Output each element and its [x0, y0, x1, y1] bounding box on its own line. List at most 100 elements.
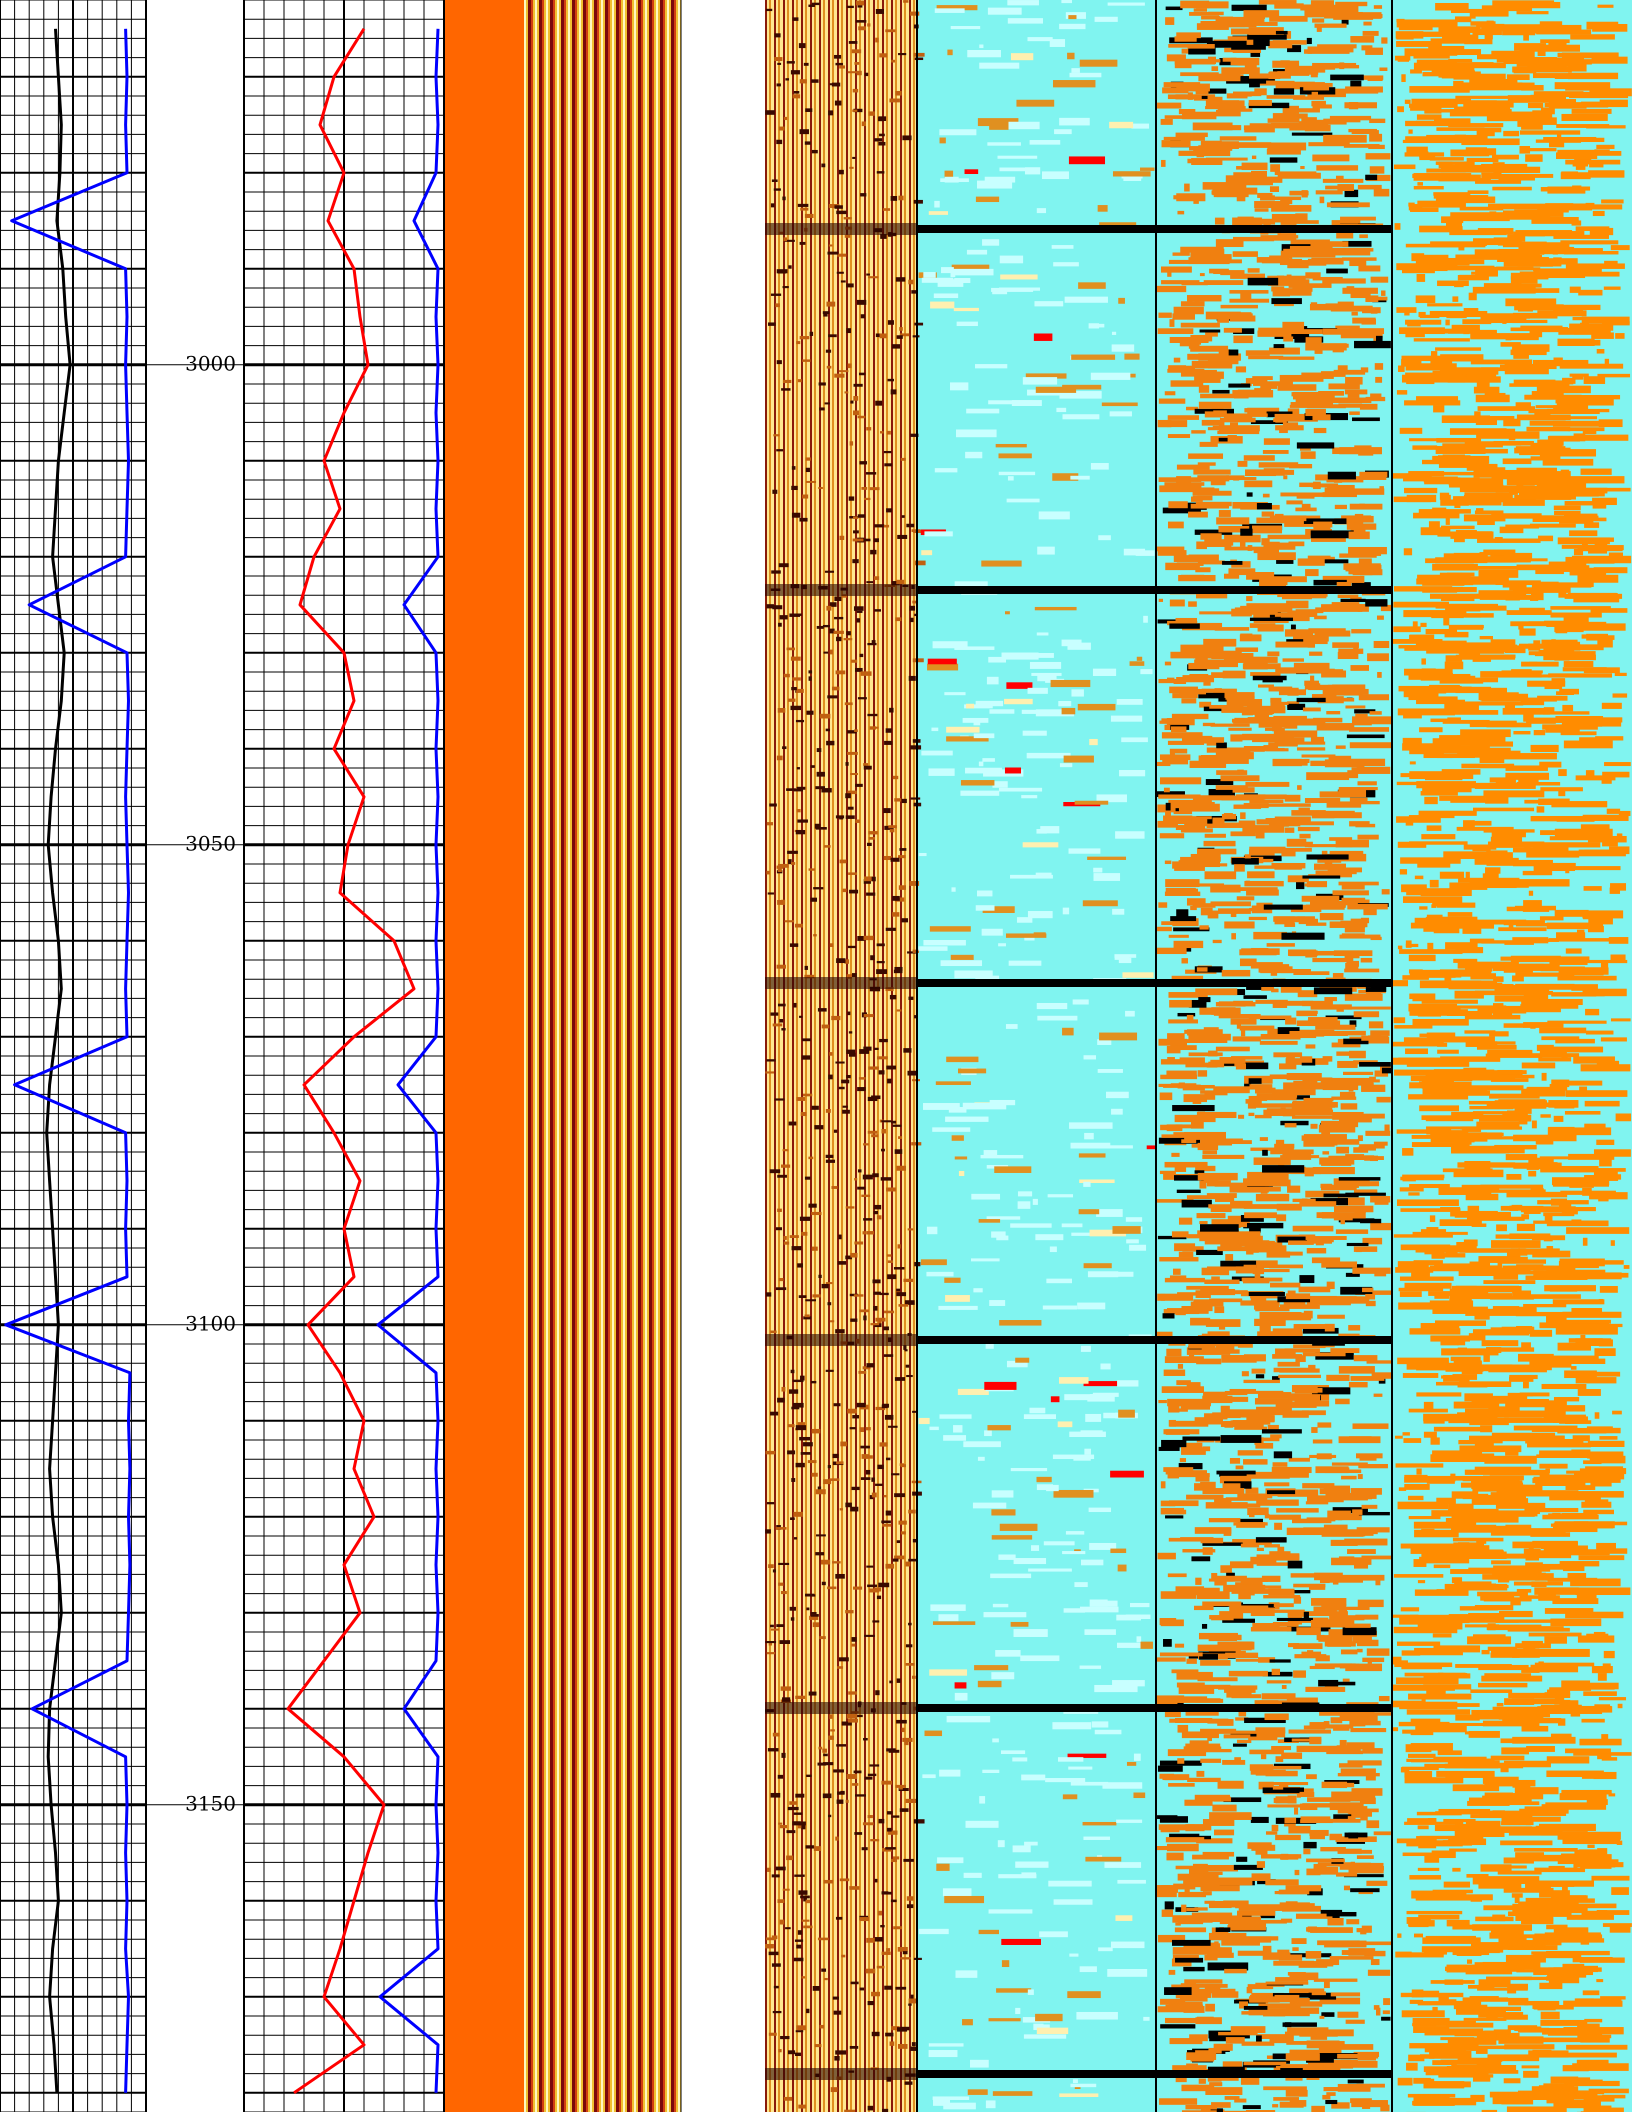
texture: [810, 897, 818, 902]
facies-patch: [1041, 171, 1069, 180]
texture: [835, 1573, 845, 1579]
facies-patch: [1411, 1135, 1464, 1139]
facies-patch: [1365, 1300, 1376, 1307]
facies-patch: [1285, 1293, 1311, 1300]
facies-patch: [1231, 857, 1259, 865]
texture: [853, 108, 863, 113]
facies-patch: [951, 887, 956, 892]
facies-patch: [1092, 668, 1117, 676]
facies-patch: [1561, 52, 1619, 59]
facies-patch: [1369, 166, 1385, 174]
facies-patch: [1257, 552, 1296, 561]
facies-patch: [1253, 931, 1287, 940]
facies-patch: [1244, 218, 1276, 225]
texture: [894, 1149, 903, 1154]
facies-patch: [1354, 1209, 1366, 1214]
texture: [857, 1186, 866, 1190]
facies-patch: [1309, 492, 1339, 497]
texture: [859, 1427, 864, 1433]
facies-patch: [1289, 463, 1313, 469]
facies-patch: [1288, 1394, 1321, 1401]
facies-patch: [1187, 1777, 1221, 1783]
facies-patch: [1299, 1201, 1337, 1207]
facies-patch: [1470, 1689, 1513, 1693]
texture: [790, 656, 801, 661]
texture: [903, 1858, 914, 1862]
facies-patch: [1318, 1635, 1353, 1642]
facies-patch: [1285, 1885, 1322, 1892]
facies-patch: [1243, 745, 1265, 752]
facies-patch: [1573, 1056, 1615, 1064]
facies-patch: [1260, 858, 1274, 863]
facies-patch: [1209, 541, 1234, 546]
texture: [824, 402, 830, 405]
texture: [906, 1896, 914, 1901]
facies-patch: [1156, 285, 1187, 293]
facies-patch: [1186, 1285, 1229, 1290]
facies-patch: [1261, 986, 1275, 991]
texture: [875, 1483, 883, 1486]
facies-patch: [1321, 1184, 1357, 1191]
facies-patch: [1164, 661, 1172, 666]
facies-patch: [1553, 1927, 1589, 1934]
facies-patch: [1299, 1275, 1315, 1284]
texture: [835, 2050, 847, 2055]
texture: [824, 570, 835, 573]
facies-patch: [1264, 1472, 1309, 1478]
facies-patch: [1337, 2053, 1379, 2059]
texture: [835, 670, 846, 675]
facies-patch: [1565, 948, 1582, 954]
facies-patch: [1160, 1074, 1198, 1080]
facies-patch: [1467, 2070, 1519, 2074]
texture: [853, 1294, 864, 1297]
texture: [799, 1015, 803, 1018]
facies-patch: [1442, 719, 1490, 724]
texture: [789, 1606, 796, 1611]
facies-patch: [1401, 359, 1422, 367]
facies-patch: [1356, 1855, 1374, 1859]
facies-patch: [1190, 334, 1213, 342]
facies-patch: [1166, 1045, 1181, 1054]
facies-patch: [1326, 801, 1362, 808]
facies-patch: [1256, 411, 1264, 416]
texture: [851, 1637, 857, 1642]
facies-patch: [1157, 1552, 1176, 1560]
facies-patch: [1286, 1052, 1295, 1060]
facies-patch: [1493, 1565, 1551, 1572]
facies-patch: [1166, 54, 1186, 62]
facies-patch: [1248, 916, 1267, 921]
facies-patch: [1353, 290, 1365, 297]
texture: [912, 1538, 918, 1543]
facies-patch: [1207, 910, 1219, 919]
facies-patch: [1200, 1288, 1236, 1296]
texture: [795, 1695, 806, 1699]
facies-patch: [1309, 772, 1351, 777]
facies-patch: [1165, 6, 1183, 11]
texture: [792, 1379, 804, 1383]
facies-patch: [1210, 480, 1226, 486]
texture: [898, 53, 907, 56]
facies-patch: [1348, 1867, 1384, 1874]
facies-patch: [1581, 1718, 1605, 1723]
facies-patch: [1451, 324, 1480, 332]
facies-patch: [1006, 498, 1040, 503]
texture: [863, 763, 869, 766]
facies-patch: [1050, 1396, 1060, 1403]
facies-patch: [1207, 1331, 1230, 1338]
facies-patch: [1336, 1146, 1350, 1154]
facies-patch: [1198, 650, 1242, 655]
facies-patch: [1395, 1463, 1444, 1468]
facies-patch: [1163, 82, 1201, 88]
facies-patch: [1205, 2087, 1243, 2095]
facies-patch: [1311, 1991, 1326, 1996]
texture: [793, 1511, 803, 1517]
texture: [783, 237, 788, 242]
texture: [845, 793, 851, 799]
texture: [868, 836, 876, 840]
texture: [895, 277, 906, 282]
facies-patch: [1293, 1583, 1326, 1588]
texture: [777, 900, 786, 905]
facies-patch: [1293, 971, 1330, 975]
facies-patch: [1309, 1665, 1335, 1670]
facies-patch: [1101, 402, 1138, 407]
